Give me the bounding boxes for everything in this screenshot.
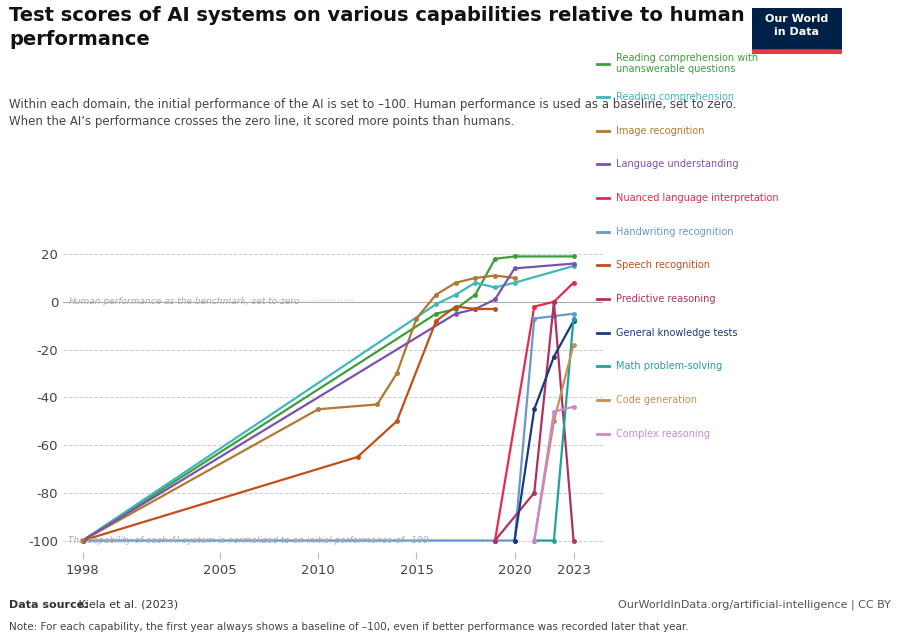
Text: Image recognition: Image recognition [616, 126, 705, 136]
Text: Reading comprehension: Reading comprehension [616, 92, 734, 102]
Text: Data source:: Data source: [9, 599, 88, 610]
Text: Human·performance·as·the·benchmark,·set·to·zero···················: Human·performance·as·the·benchmark,·set·… [68, 297, 355, 306]
Text: Test scores of AI systems on various capabilities relative to human
performance: Test scores of AI systems on various cap… [9, 6, 744, 49]
Text: Complex reasoning: Complex reasoning [616, 429, 710, 439]
Text: Within each domain, the initial performance of the AI is set to –100. Human perf: Within each domain, the initial performa… [9, 98, 736, 128]
Text: Nuanced language interpretation: Nuanced language interpretation [616, 193, 779, 203]
Text: The capability of each AI system is normalized to an initial performance of –100: The capability of each AI system is norm… [68, 536, 486, 545]
Text: Kiela et al. (2023): Kiela et al. (2023) [75, 599, 178, 610]
Text: General knowledge tests: General knowledge tests [616, 328, 738, 338]
Text: OurWorldInData.org/artificial-intelligence | CC BY: OurWorldInData.org/artificial-intelligen… [618, 599, 891, 610]
Text: Speech recognition: Speech recognition [616, 260, 710, 271]
Text: Note: For each capability, the first year always shows a baseline of –100, even : Note: For each capability, the first yea… [9, 622, 688, 632]
Text: Predictive reasoning: Predictive reasoning [616, 294, 716, 304]
Text: Our World
in Data: Our World in Data [765, 15, 828, 37]
Text: Math problem-solving: Math problem-solving [616, 361, 723, 371]
Text: Handwriting recognition: Handwriting recognition [616, 227, 734, 237]
Text: Language understanding: Language understanding [616, 159, 739, 170]
Text: Reading comprehension with
unanswerable questions: Reading comprehension with unanswerable … [616, 53, 759, 74]
Text: Code generation: Code generation [616, 395, 698, 405]
